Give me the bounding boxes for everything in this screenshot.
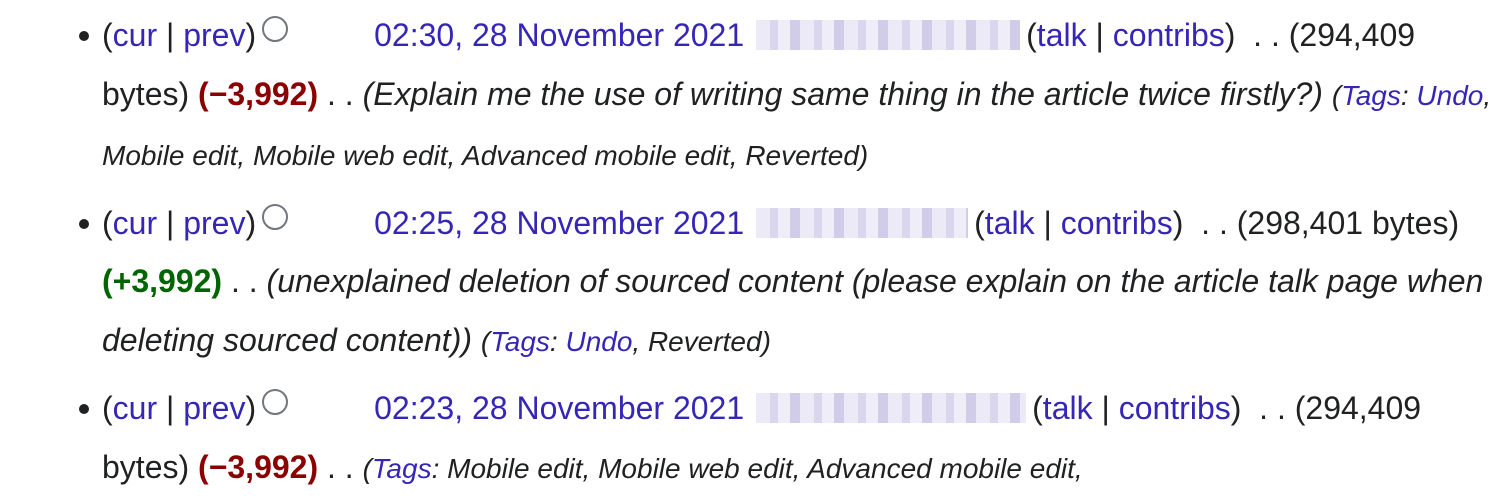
edit-summary: (Explain me the use of writing same thin… [362,75,1323,112]
talk-link[interactable]: talk [1042,390,1093,426]
byte-count: (294,409 bytes) [102,17,1416,112]
bullet-icon [79,404,89,414]
redacted-username [756,207,969,238]
redacted-username [756,393,1027,423]
tag-undo-link[interactable]: Undo [1416,79,1484,111]
compare-radio[interactable] [262,16,289,42]
bullet-icon [79,218,89,229]
contribs-link[interactable]: contribs [1112,17,1225,53]
byte-count: (294,409 bytes) [102,390,1422,485]
tag-list: (Tags: Undo, Mobile edit, Mobile web edi… [102,79,1492,172]
tag-list: (Tags: Undo, Reverted) [480,325,771,357]
tag-list: (Tags: Mobile edit, Mobile web edit, Adv… [362,452,1083,484]
revision-entry: (cur | prev) 02:30, 28 November 2021 (talk… [0,6,1500,186]
tag-names: : Mobile edit, Mobile web edit, Advanced… [431,452,1083,484]
tags-help-link[interactable]: Tags [490,325,550,357]
talk-link[interactable]: talk [1036,17,1087,53]
byte-diff: (−3,992) [198,448,319,485]
prev-link[interactable]: prev [183,17,246,53]
tags-help-link[interactable]: Tags [371,452,432,484]
bullet-icon [79,31,89,41]
prev-link[interactable]: prev [183,204,246,241]
revision-timestamp-link[interactable]: 02:25, 28 November 2021 [374,204,745,241]
cur-link[interactable]: cur [112,390,158,426]
byte-diff: (+3,992) [102,263,223,299]
cur-link[interactable]: cur [112,204,158,241]
prev-link[interactable]: prev [183,390,246,426]
tag-undo-link[interactable]: Undo [565,325,633,357]
edit-summary: (unexplained deletion of sourced content… [102,263,1484,358]
tag-names: , Reverted) [632,325,771,357]
revision-timestamp-link[interactable]: 02:30, 28 November 2021 [374,17,745,53]
contribs-link[interactable]: contribs [1118,390,1231,426]
tags-help-link[interactable]: Tags [1341,79,1401,111]
compare-radio[interactable] [262,203,289,230]
revision-entry: (cur | prev) 02:25, 28 November 2021 (talk… [0,194,1500,372]
compare-radio[interactable] [262,389,289,415]
revision-entry: (cur | prev) 02:23, 28 November 2021 (talk… [0,379,1500,498]
contribs-link[interactable]: contribs [1060,204,1173,241]
redacted-username [756,20,1021,50]
revision-timestamp-link[interactable]: 02:23, 28 November 2021 [374,390,745,426]
tag-names: , Mobile edit, Mobile web edit, Advanced… [102,79,1492,172]
byte-diff: (−3,992) [198,75,319,112]
talk-link[interactable]: talk [984,204,1035,241]
byte-count: (298,401 bytes) [1236,204,1460,241]
cur-link[interactable]: cur [112,17,158,53]
